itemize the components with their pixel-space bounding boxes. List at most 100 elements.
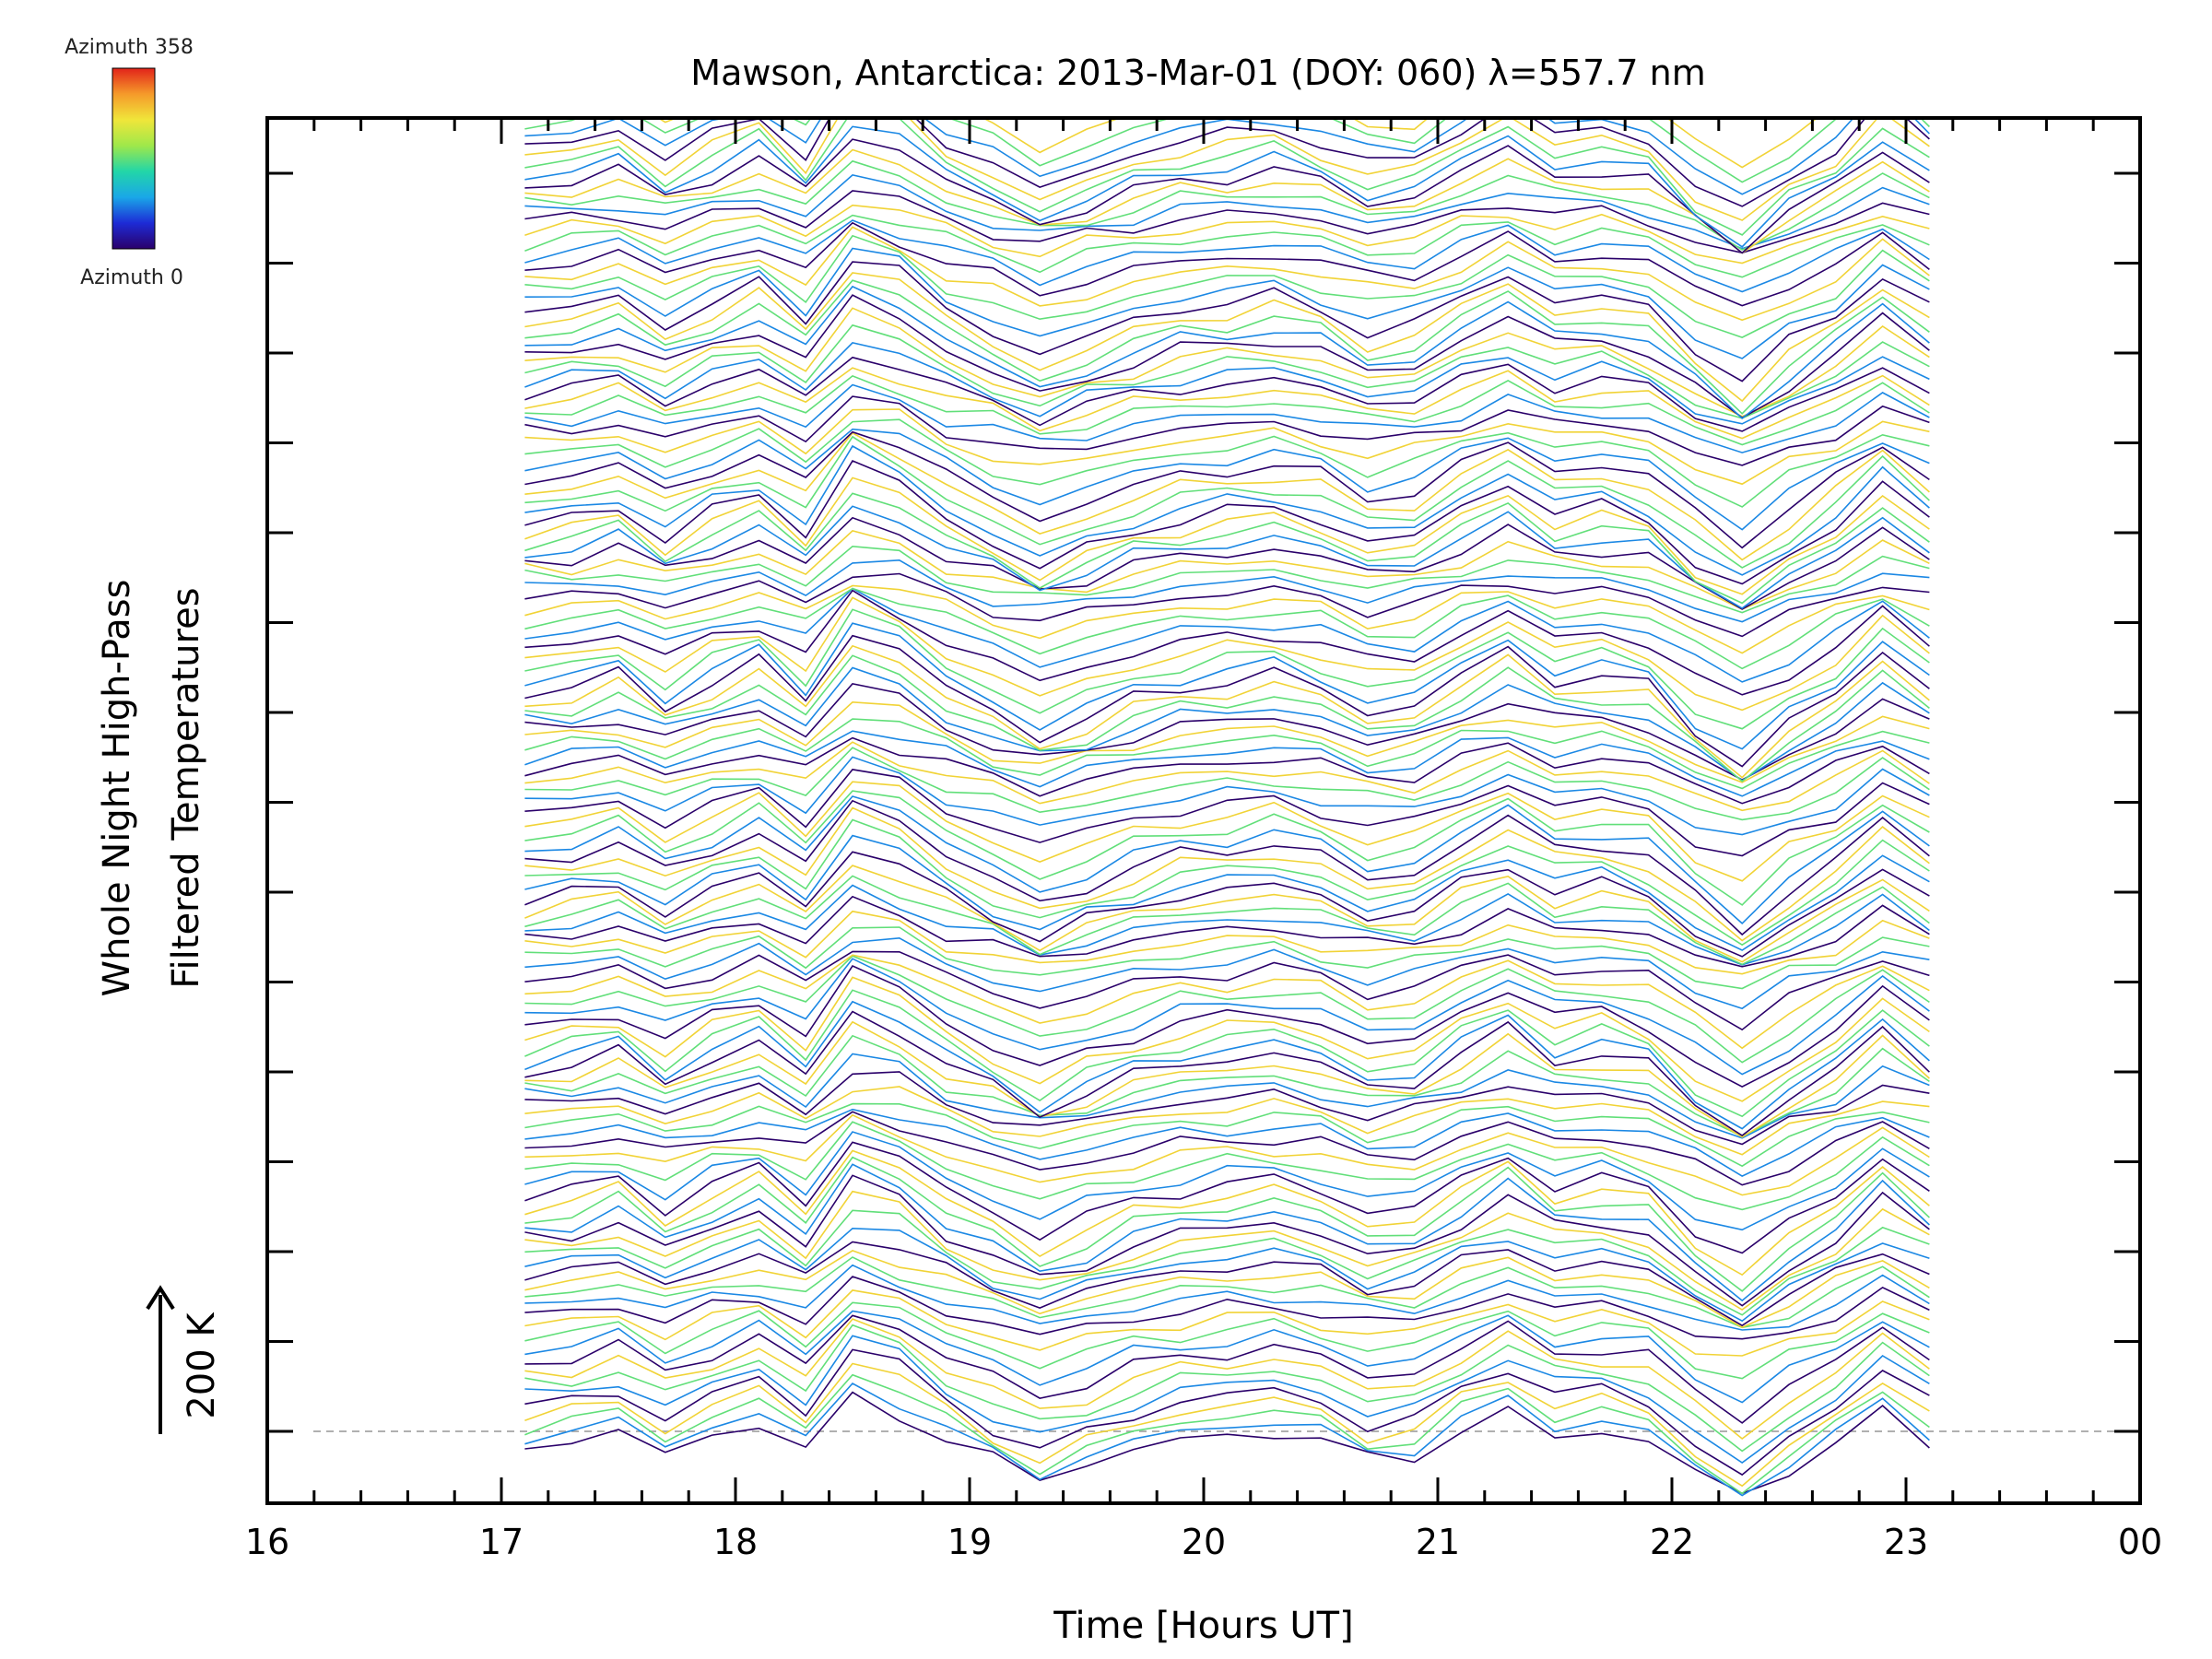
temperature-trace xyxy=(524,572,1930,638)
temperature-trace xyxy=(524,799,1930,936)
scale-label: 200 K xyxy=(181,1312,223,1419)
temperature-trace xyxy=(524,747,1930,821)
trace-group xyxy=(524,118,1930,1497)
temperature-trace xyxy=(524,324,1930,419)
y-axis-label-line1: Whole Night High-Pass xyxy=(96,580,138,997)
colorbar-max-label: Azimuth 358 xyxy=(65,36,194,59)
temperature-trace xyxy=(524,285,1930,419)
temperature-trace xyxy=(524,219,1930,293)
temperature-trace xyxy=(524,666,1930,782)
temperature-trace xyxy=(524,492,1930,605)
temperature-trace xyxy=(524,875,1930,966)
y-axis-label-line2: Filtered Temperatures xyxy=(165,587,207,988)
temperature-trace xyxy=(524,435,1930,569)
temperature-trace xyxy=(524,247,1930,359)
x-tick-label: 21 xyxy=(1416,1522,1460,1562)
temperature-trace xyxy=(524,818,1930,947)
temperature-trace xyxy=(524,736,1930,805)
temperature-trace xyxy=(524,408,1930,486)
temperature-trace xyxy=(524,1071,1930,1146)
temperature-trace xyxy=(524,1318,1930,1441)
temperature-trace xyxy=(524,1149,1930,1277)
temperature-trace xyxy=(524,1227,1930,1323)
temperature-trace xyxy=(524,1276,1930,1340)
temperature-trace xyxy=(524,851,1930,958)
temperature-trace xyxy=(524,587,1930,683)
temperature-trace xyxy=(524,125,1930,248)
temperature-trace xyxy=(524,1362,1930,1488)
temperature-trace xyxy=(524,428,1930,531)
x-tick-label: 22 xyxy=(1650,1522,1694,1562)
temperature-trace xyxy=(524,1000,1930,1130)
colorbar-gradient xyxy=(112,67,156,250)
temperature-trace xyxy=(524,383,1930,453)
temperature-trace xyxy=(524,118,1930,183)
temperature-trace xyxy=(524,1174,1930,1307)
temperature-trace xyxy=(524,272,1930,403)
temperature-trace xyxy=(524,1241,1930,1327)
temperature-trace xyxy=(524,1348,1930,1477)
temperature-trace xyxy=(524,608,1930,730)
temperature-trace xyxy=(524,214,1930,278)
temperature-trace xyxy=(524,1034,1930,1137)
y-axis xyxy=(267,171,2140,1433)
temperature-trace xyxy=(524,964,1930,1088)
temperature-trace xyxy=(524,459,1930,585)
temperature-trace xyxy=(524,1113,1930,1196)
x-tick-label: 20 xyxy=(1182,1522,1226,1562)
x-tick-label: 17 xyxy=(479,1522,524,1562)
temperature-trace xyxy=(524,118,1930,221)
temperature-trace xyxy=(524,530,1930,610)
temperature-trace xyxy=(524,234,1930,338)
x-tick-label: 18 xyxy=(713,1522,758,1562)
temperature-trace xyxy=(524,1335,1930,1464)
temperature-trace xyxy=(524,1163,1930,1302)
temperature-trace xyxy=(524,430,1930,549)
x-tick-label: 00 xyxy=(2118,1522,2162,1562)
x-axis-label: Time [Hours UT] xyxy=(1053,1605,1353,1647)
temperature-trace xyxy=(524,444,1930,576)
temperature-trace xyxy=(524,1382,1930,1497)
temperature-trace xyxy=(524,1391,1930,1495)
temperature-trace xyxy=(524,596,1930,712)
temperature-trace xyxy=(524,806,1930,942)
temperature-trace xyxy=(524,730,1930,797)
temperature-trace xyxy=(524,190,1930,254)
temperature-trace xyxy=(524,1020,1930,1138)
temperature-trace xyxy=(524,418,1930,508)
temperature-trace xyxy=(524,1209,1930,1316)
temperature-trace xyxy=(524,1373,1930,1495)
temperature-trace xyxy=(524,926,1930,990)
temperature-trace xyxy=(524,756,1930,836)
temperature-trace xyxy=(524,954,1930,1050)
temperature-trace xyxy=(524,294,1930,419)
temperature-trace xyxy=(524,781,1930,882)
temperature-trace xyxy=(524,118,1818,169)
temperature-trace xyxy=(524,1102,1930,1168)
temperature-trace xyxy=(524,895,1930,968)
temperature-trace xyxy=(524,584,1930,654)
temperature-trace xyxy=(524,374,1930,446)
temperature-trace xyxy=(524,221,1930,307)
temperature-trace xyxy=(524,174,1930,250)
temperature-trace xyxy=(524,1324,1930,1453)
temperature-trace xyxy=(524,795,1930,924)
colorbar: Azimuth 358 Azimuth 0 xyxy=(65,36,194,289)
temperature-trace xyxy=(524,307,1930,418)
temperature-trace xyxy=(524,1264,1930,1331)
temperature-trace xyxy=(524,1121,1930,1211)
temperature-trace xyxy=(524,644,1930,779)
temperature-trace xyxy=(524,1301,1930,1380)
temperature-trace xyxy=(524,1053,1930,1139)
temperature-trace xyxy=(524,1289,1930,1357)
temperature-trace xyxy=(524,936,1930,1010)
temperature-trace xyxy=(524,741,1930,812)
x-tick-label: 19 xyxy=(947,1522,992,1562)
temperature-trace xyxy=(524,958,1930,1076)
temperature-trace xyxy=(524,395,1930,466)
temperature-trace xyxy=(524,910,1930,975)
temperature-trace xyxy=(524,769,1930,857)
temperature-trace xyxy=(524,989,1930,1118)
temperature-trace xyxy=(524,1190,1930,1311)
